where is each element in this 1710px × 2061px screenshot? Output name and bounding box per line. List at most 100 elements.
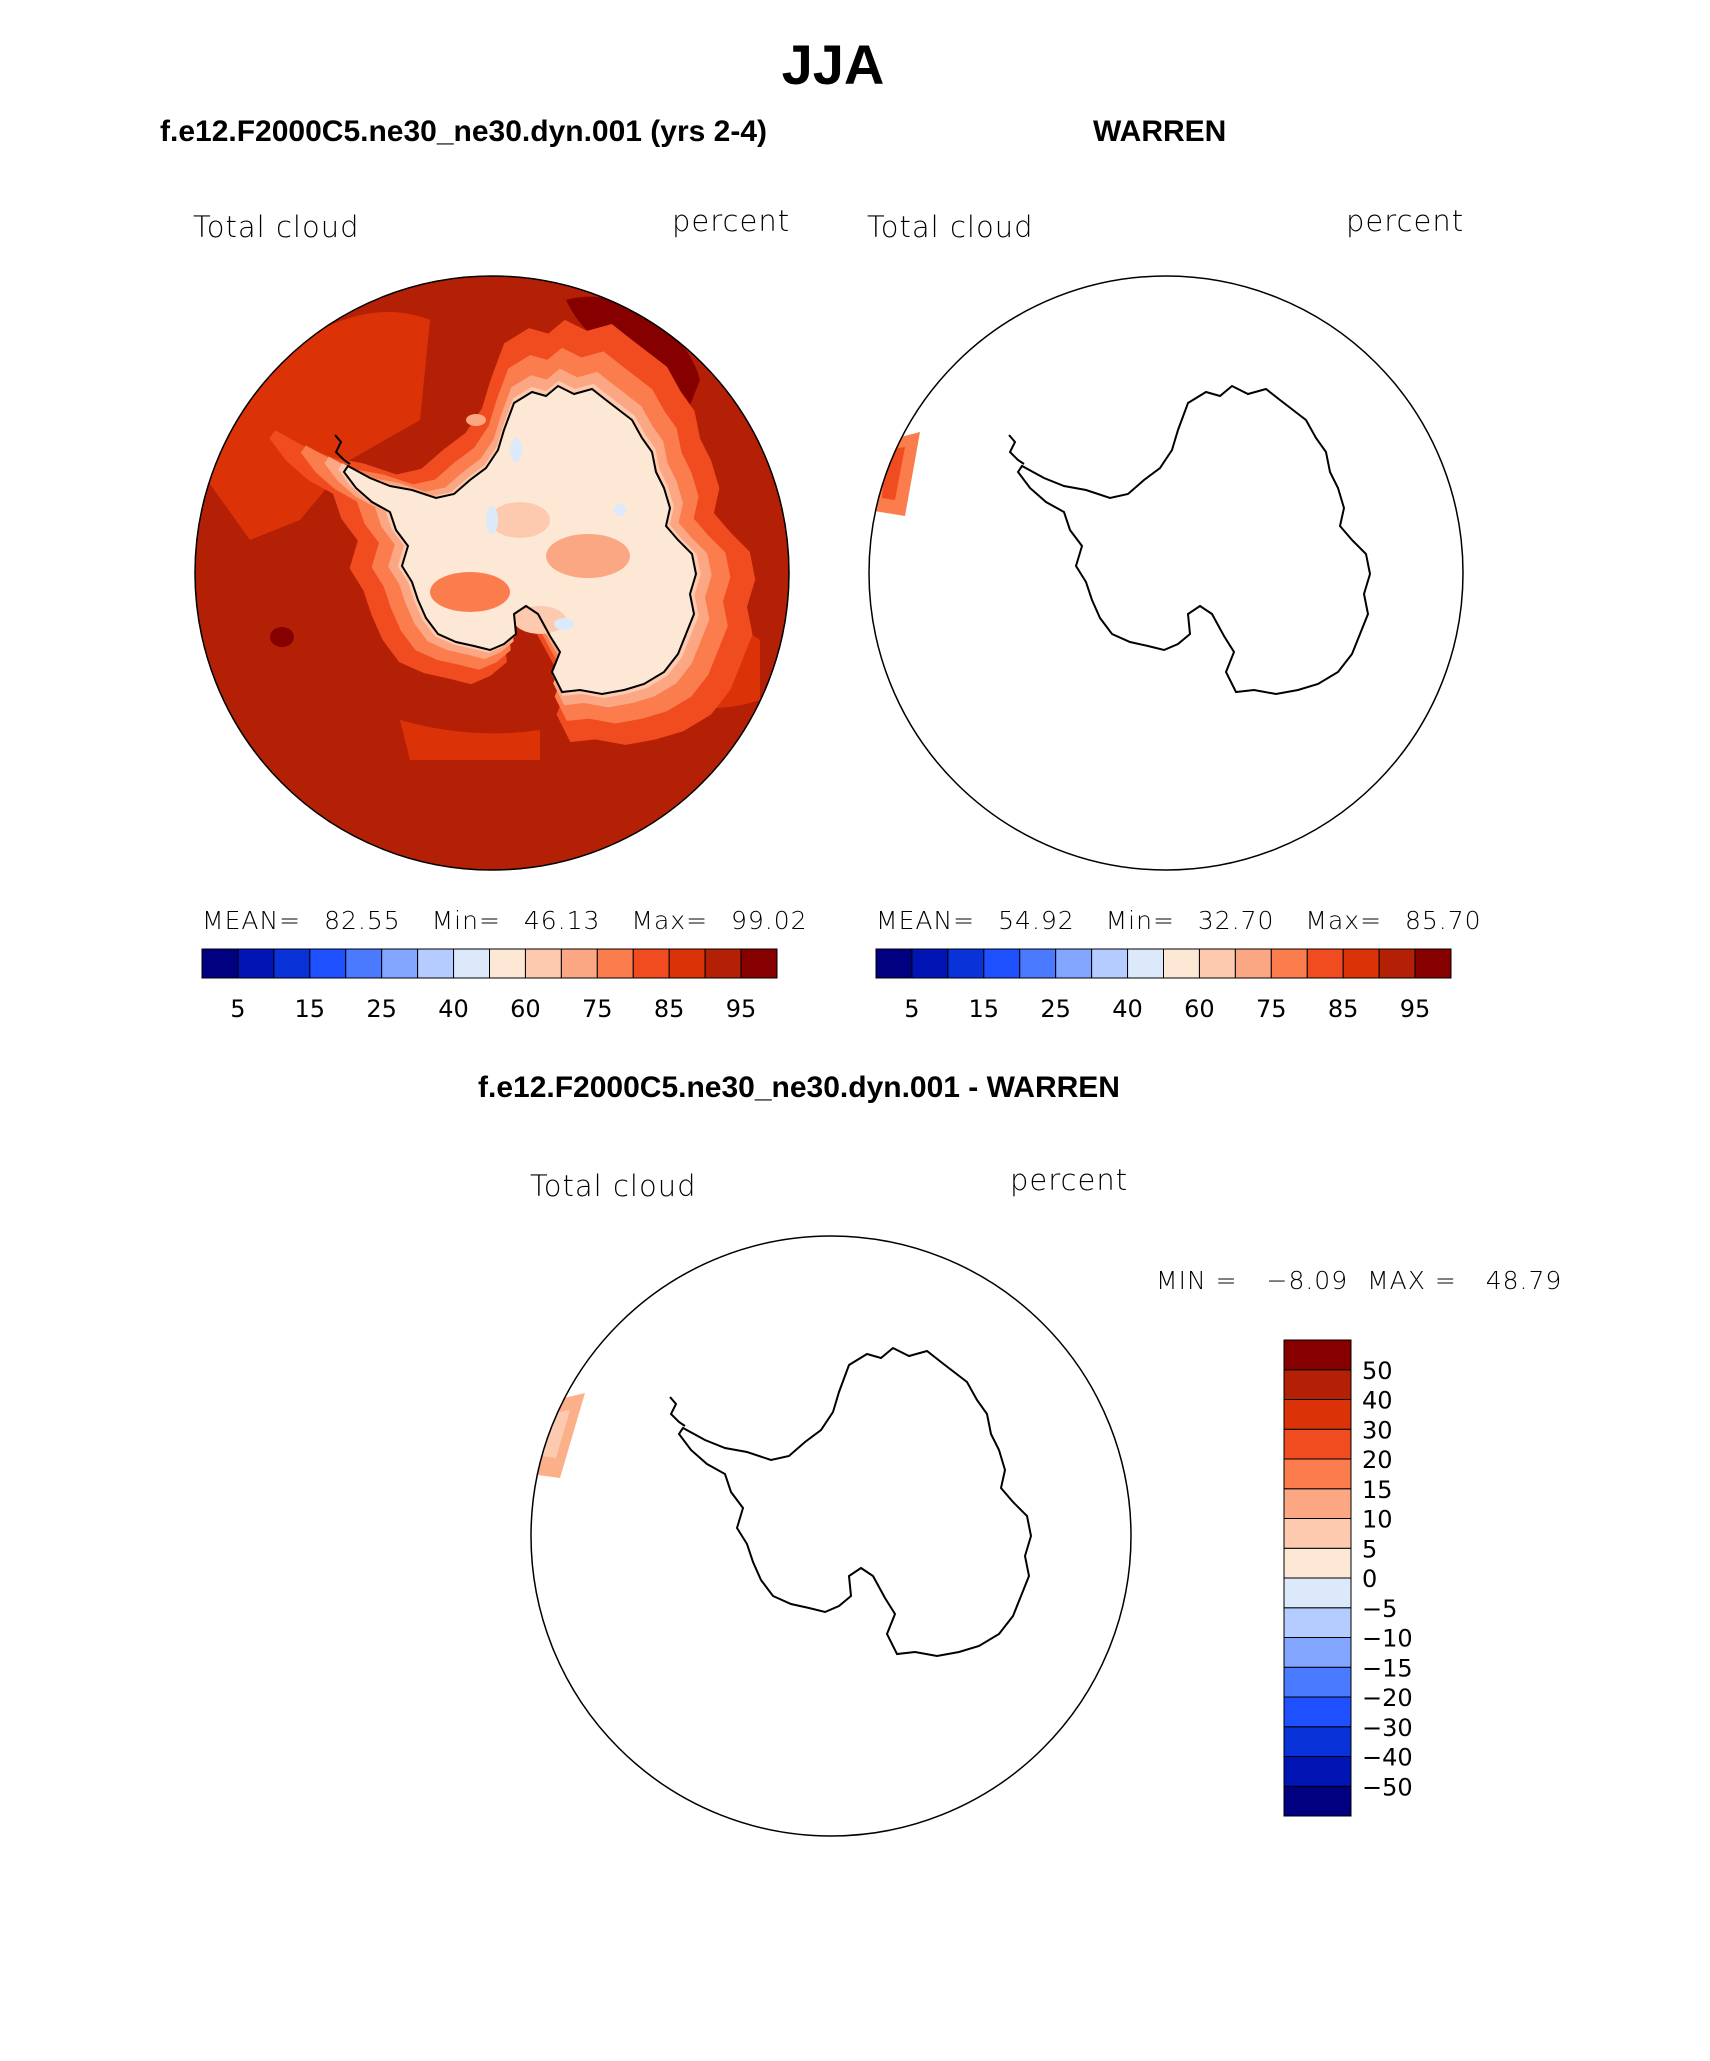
panel1-max-value: 99.02 [731,906,808,935]
panel1-colorbar-swatch [417,948,455,979]
panel2-colorbar-swatch [1091,948,1129,979]
panel3-colorbar-tick-label: −50 [1362,1773,1413,1801]
panel3-colorbar-tick-label: 10 [1362,1506,1393,1534]
panel3-colorbar-swatch [1283,1518,1352,1549]
panel2-colorbar: 5 15 25 40 60 75 85 95 [875,948,1452,1023]
panel1-mean-label: MEAN= [202,906,302,935]
panel2-colorbar-swatch [1342,948,1380,979]
panel1-colorbar-tick-label: 40 [438,995,469,1023]
panel1-colorbar-tick-label: 25 [366,995,397,1023]
panel2-colorbar-tick-label: 95 [1400,995,1431,1023]
panel1-colorbar-swatch [596,948,634,979]
panel2-map [869,276,1463,870]
panel1-colorbar-swatch [345,948,383,979]
panel2-variable-label: Total cloud [867,210,1034,244]
panel3-colorbar-swatch [1283,1666,1352,1698]
panel2-colorbar-tick-label: 75 [1256,995,1287,1023]
panel3-colorbar-tick-label: −5 [1362,1595,1397,1623]
panel3-title: f.e12.F2000C5.ne30_ne30.dyn.001 - WARREN [478,1071,1120,1104]
panel3-colorbar-tick-label: −10 [1362,1625,1413,1653]
panel2-colorbar-tick-label: 5 [904,995,919,1023]
panel1-max-label: Max= [631,906,709,935]
panel2-mean-label: MEAN= [876,906,976,935]
panel3-colorbar-swatch [1283,1488,1352,1519]
panel3-colorbar-tick-label: 50 [1362,1357,1393,1385]
panel1-colorbar: 5 15 25 40 60 75 85 95 [201,948,778,1023]
panel1-colorbar-tick-label: 60 [510,995,541,1023]
panel1-colorbar-tick-label: 15 [295,995,326,1023]
panel3-map-border [530,1235,1132,1837]
panel3-minmax: MIN = −8.09 MAX = 48.79 [1156,1266,1562,1295]
panel3-colorbar-tick-label: −20 [1362,1684,1413,1712]
panel3-min-value: −8.09 [1266,1266,1349,1295]
panel1-map-border [194,275,790,871]
panel2-stats: MEAN= 54.92 Min= 32.70 Max= 85.70 [876,906,1482,935]
panel2-min-value: 32.70 [1197,906,1275,935]
panel1-colorbar-swatch [704,948,742,979]
panel3-colorbar-tick-label: −15 [1362,1654,1413,1682]
panel2-colorbar-tick-label: 15 [969,995,1000,1023]
panel3-colorbar-tick-label: −40 [1362,1744,1413,1772]
panel3-colorbar-tick-label: 5 [1362,1535,1377,1563]
panel3-colorbar-swatch [1283,1428,1352,1460]
panel1-colorbar-swatch [632,948,670,979]
panel1-colorbar-swatch [489,948,526,979]
panel1-min-label: Min= [431,906,501,935]
panel2-colorbar-swatch [1198,948,1236,979]
panel3-colorbar-tick-label: 30 [1362,1416,1393,1444]
panel2-colorbar-swatch [1234,948,1272,979]
panel1-colorbar-swatch [273,948,311,979]
panel1-colorbar-swatch [381,948,419,979]
panel2-max-value: 85.70 [1405,906,1482,935]
panel1-stats: MEAN= 82.55 Min= 46.13 Max= 99.02 [202,906,808,935]
panel2-colorbar-swatch [1306,948,1344,979]
panel2-colorbar-swatch [947,948,985,979]
panel2-colorbar-swatch [911,948,949,979]
panel3-colorbar-swatch [1283,1547,1352,1579]
panel3-max-label: MAX = [1367,1266,1457,1295]
panel3-colorbar-swatch [1283,1339,1352,1371]
panel2-colorbar-swatch [1270,948,1308,979]
panel1-colorbar-swatch [237,948,275,979]
panel1-colorbar-tick-label: 95 [726,995,757,1023]
panel1-colorbar-swatch [453,948,490,979]
panel3-colorbar-tick-label: −30 [1362,1714,1413,1742]
panel2-colorbar-swatch [1127,948,1164,979]
panel2-colorbar-swatch [1378,948,1416,979]
panel3-variable-label: Total cloud [530,1169,697,1203]
panel2-max-label: Max= [1305,906,1383,935]
panel3-colorbar-swatch [1283,1369,1352,1400]
panel2-colorbar-swatch [983,948,1021,979]
panel1-units-label: percent [672,204,791,238]
panel3-max-value: 48.79 [1485,1266,1563,1295]
panel1-colorbar-swatch [560,948,598,979]
panel1-colorbar-tick-label: 75 [582,995,613,1023]
panel2-map-border [868,275,1464,871]
panel1-colorbar-swatch [524,948,562,979]
panel2-units-label: percent [1346,204,1465,238]
panel1-mean-value: 82.55 [324,906,401,935]
panel3-min-label: MIN = [1156,1266,1238,1295]
panel2-colorbar-swatch [1055,948,1093,979]
panel3-colorbar-swatch [1283,1399,1352,1430]
panel1-colorbar-tick-label: 5 [230,995,245,1023]
panel1-colorbar-tick-label: 85 [654,995,685,1023]
panel1-colorbar-swatch [668,948,706,979]
panel3-colorbar-tick-label: 20 [1362,1446,1393,1474]
panel3-colorbar-tick-label: 40 [1362,1387,1393,1415]
panel3-colorbar-tick-label: 15 [1362,1476,1393,1504]
panel3-colorbar-swatch [1283,1756,1352,1787]
panel3-colorbar-swatch [1283,1577,1352,1609]
panel3-colorbar-swatch [1283,1785,1352,1817]
panel1-colorbar-swatch [201,948,239,979]
panel2-colorbar-swatch [1163,948,1200,979]
panel2-colorbar-swatch [875,948,913,979]
panel1-colorbar-swatch [740,948,778,979]
panel3-map [531,1236,1131,1836]
panel2-title: WARREN [1093,115,1227,148]
panel2-colorbar-tick-label: 60 [1184,995,1215,1023]
panel3-colorbar-swatch [1283,1696,1352,1728]
panel3-colorbar-swatch [1283,1607,1352,1638]
